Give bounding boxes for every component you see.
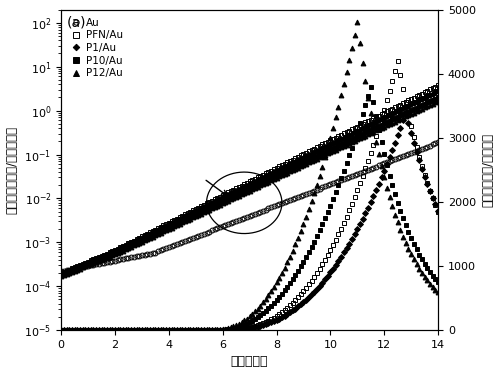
P12/Au [182,219,188,223]
Line: P10/Au: P10/Au [58,95,440,278]
P12/Au [435,99,441,103]
Y-axis label: 电流密度（毫安/平方厘米）: 电流密度（毫安/平方厘米） [6,126,18,214]
PFN/Au [378,112,384,116]
Au [80,265,86,269]
P10/Au [61,272,67,276]
P1/Au [182,214,188,219]
Au [435,140,441,145]
Au [386,159,392,163]
P1/Au [80,263,86,267]
Text: (a): (a) [67,16,86,30]
P12/Au [80,265,86,270]
P12/Au [378,126,384,130]
PFN/Au [80,262,86,266]
PFN/Au [435,83,441,88]
P1/Au [386,113,392,117]
P12/Au [386,122,392,126]
P1/Au [416,98,422,102]
P12/Au [58,274,64,278]
P12/Au [61,273,67,277]
PFN/Au [61,270,67,274]
PFN/Au [182,212,188,217]
P1/Au [435,89,441,93]
P1/Au [58,272,64,276]
P1/Au [378,117,384,121]
Y-axis label: 亮度（坎德拉/平方米）: 亮度（坎德拉/平方米） [482,133,494,207]
Au [378,162,384,167]
P10/Au [386,119,392,123]
P10/Au [80,264,86,269]
Au [58,269,64,273]
PFN/Au [58,271,64,275]
Au [61,269,67,273]
Legend: Au, PFN/Au, P1/Au, P10/Au, P12/Au: Au, PFN/Au, P1/Au, P10/Au, P12/Au [66,15,126,82]
PFN/Au [386,108,392,112]
Line: Au: Au [58,140,440,274]
P10/Au [58,273,64,277]
Au [182,239,188,243]
P10/Au [378,122,384,127]
P1/Au [61,271,67,275]
Line: P1/Au: P1/Au [59,89,440,276]
P10/Au [416,104,422,108]
Line: P12/Au: P12/Au [58,99,440,279]
P10/Au [182,217,188,221]
PFN/Au [416,93,422,97]
X-axis label: 电压（伏）: 电压（伏） [231,355,268,368]
P12/Au [416,108,422,112]
Line: PFN/Au: PFN/Au [58,83,440,276]
P10/Au [435,95,441,99]
Au [416,147,422,152]
